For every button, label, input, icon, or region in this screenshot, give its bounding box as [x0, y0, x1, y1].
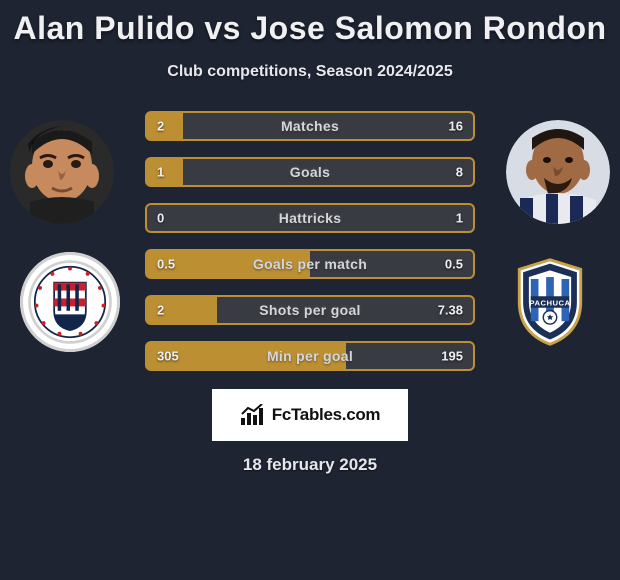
stat-label: Goals per match: [253, 256, 367, 272]
comparison-card: Alan Pulido vs Jose Salomon Rondon Club …: [0, 0, 620, 580]
stat-row: 0.5 Goals per match 0.5: [145, 249, 475, 279]
stat-value-left: 0.5: [157, 257, 175, 272]
stat-value-left: 1: [157, 165, 164, 180]
stat-bars: 2 Matches 16 1 Goals 8 0 Hattricks 1 0.5 Goals per…: [145, 111, 475, 387]
stat-value-left: 305: [157, 349, 179, 364]
stat-row: 2 Matches 16: [145, 111, 475, 141]
stat-value-right: 1: [456, 211, 463, 226]
page-title: Alan Pulido vs Jose Salomon Rondon: [10, 10, 610, 47]
stat-value-right: 7.38: [438, 303, 463, 318]
stat-label: Matches: [281, 118, 339, 134]
stat-label: Hattricks: [279, 210, 342, 226]
stat-value-right: 0.5: [445, 257, 463, 272]
stats-panel: 2 Matches 16 1 Goals 8 0 Hattricks 1 0.5 Goals per…: [10, 111, 610, 387]
stat-value-left: 2: [157, 119, 164, 134]
stat-row: 0 Hattricks 1: [145, 203, 475, 233]
stat-value-left: 0: [157, 211, 164, 226]
stat-row: 305 Min per goal 195: [145, 341, 475, 371]
source-logo-text: FcTables.com: [272, 405, 381, 425]
stat-row: 2 Shots per goal 7.38: [145, 295, 475, 325]
date-label: 18 february 2025: [10, 455, 610, 475]
subtitle: Club competitions, Season 2024/2025: [10, 63, 610, 81]
stat-value-right: 16: [449, 119, 463, 134]
source-logo: FcTables.com: [212, 389, 408, 441]
stat-label: Goals: [290, 164, 330, 180]
stat-label: Min per goal: [267, 348, 353, 364]
stat-value-right: 8: [456, 165, 463, 180]
stat-value-left: 2: [157, 303, 164, 318]
stat-value-right: 195: [441, 349, 463, 364]
stat-label: Shots per goal: [259, 302, 360, 318]
fctables-icon: [240, 404, 266, 426]
stat-row: 1 Goals 8: [145, 157, 475, 187]
